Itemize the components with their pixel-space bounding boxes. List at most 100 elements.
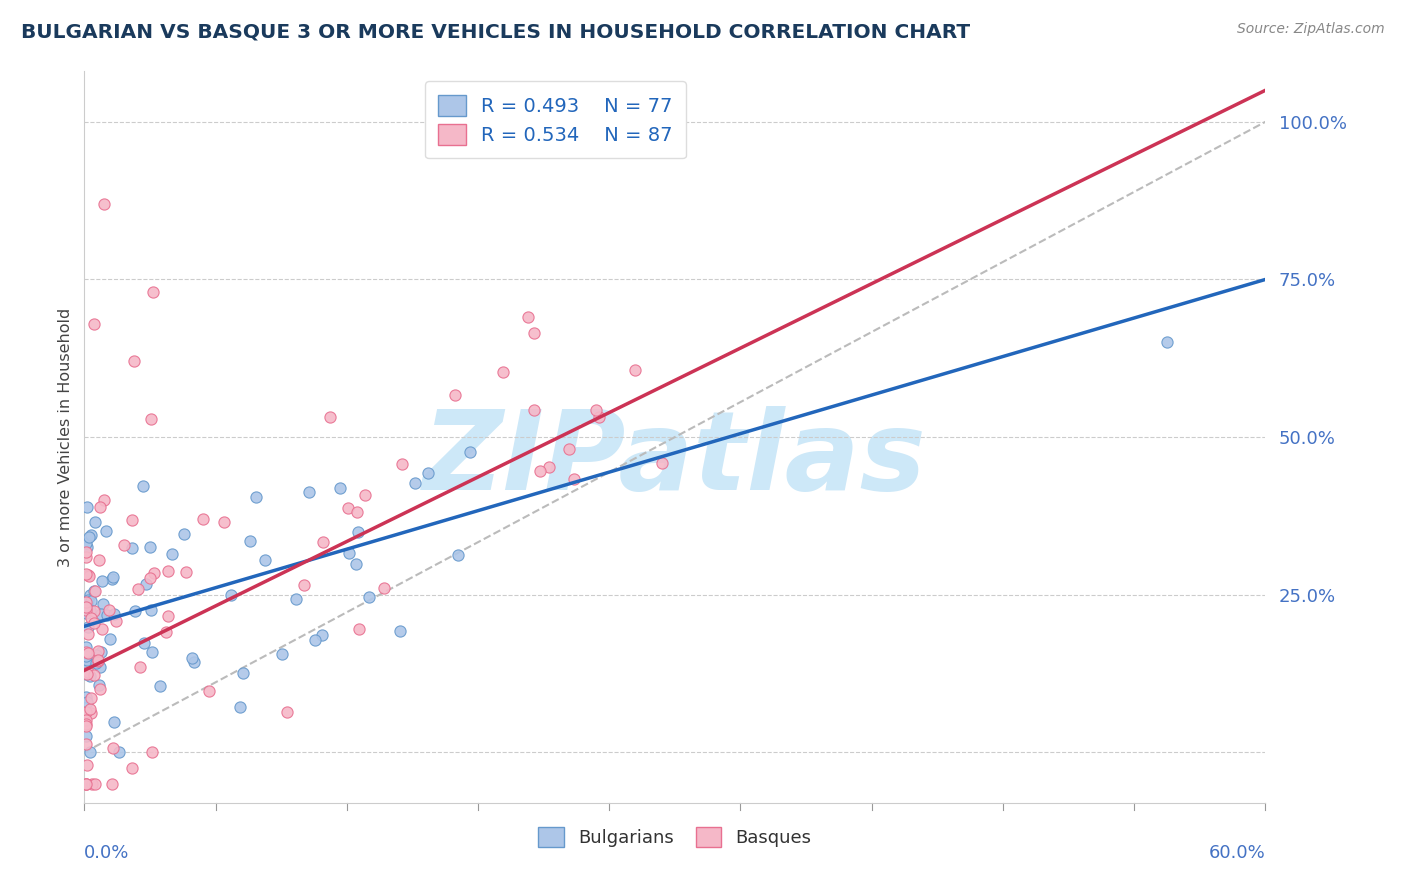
Point bbox=[79, 588, 101, 602]
Point bbox=[404, 475, 426, 490]
Point bbox=[588, 410, 610, 425]
Point bbox=[76, 695, 98, 709]
Point bbox=[76, 540, 98, 554]
Point bbox=[75, 716, 97, 731]
Point bbox=[523, 402, 546, 417]
Point bbox=[245, 490, 267, 504]
Point bbox=[96, 608, 118, 623]
Point bbox=[285, 591, 308, 606]
Legend: Bulgarians, Basques: Bulgarians, Basques bbox=[526, 814, 824, 860]
Point bbox=[492, 365, 515, 379]
Point bbox=[75, 645, 97, 659]
Point bbox=[75, 777, 97, 791]
Point bbox=[75, 640, 97, 654]
Point bbox=[108, 745, 131, 759]
Point bbox=[87, 553, 110, 567]
Point bbox=[98, 632, 121, 647]
Point bbox=[79, 706, 101, 720]
Point bbox=[122, 354, 145, 368]
Point bbox=[75, 730, 97, 744]
Point bbox=[75, 549, 97, 564]
Point bbox=[89, 500, 111, 514]
Point bbox=[87, 644, 110, 658]
Point bbox=[276, 705, 298, 719]
Point bbox=[79, 745, 101, 759]
Point bbox=[516, 310, 538, 324]
Point bbox=[347, 622, 370, 636]
Point bbox=[270, 647, 292, 661]
Point bbox=[197, 684, 219, 698]
Point bbox=[135, 576, 157, 591]
Point bbox=[537, 459, 560, 474]
Point bbox=[143, 566, 166, 581]
Point bbox=[76, 758, 98, 772]
Point bbox=[354, 488, 377, 502]
Point bbox=[83, 584, 105, 599]
Point bbox=[75, 690, 97, 704]
Text: BULGARIAN VS BASQUE 3 OR MORE VEHICLES IN HOUSEHOLD CORRELATION CHART: BULGARIAN VS BASQUE 3 OR MORE VEHICLES I… bbox=[21, 22, 970, 41]
Point bbox=[141, 645, 163, 659]
Point bbox=[141, 745, 163, 759]
Point bbox=[77, 665, 100, 679]
Point bbox=[416, 466, 439, 480]
Point bbox=[75, 536, 97, 550]
Point bbox=[90, 607, 112, 621]
Point bbox=[94, 524, 117, 539]
Point bbox=[388, 624, 411, 638]
Point bbox=[75, 719, 97, 733]
Point bbox=[75, 606, 97, 620]
Point bbox=[98, 603, 121, 617]
Point bbox=[129, 659, 152, 673]
Point bbox=[83, 615, 105, 630]
Point bbox=[83, 777, 105, 791]
Point bbox=[183, 655, 205, 669]
Point bbox=[100, 572, 122, 586]
Point bbox=[124, 604, 146, 618]
Point bbox=[174, 566, 197, 580]
Point bbox=[127, 582, 149, 596]
Point bbox=[141, 411, 163, 425]
Point bbox=[157, 564, 180, 578]
Point bbox=[142, 285, 165, 299]
Point bbox=[77, 530, 100, 544]
Point bbox=[292, 578, 315, 592]
Point bbox=[77, 620, 100, 634]
Point bbox=[239, 533, 262, 548]
Point bbox=[75, 603, 97, 617]
Point bbox=[76, 597, 98, 611]
Point bbox=[89, 659, 111, 673]
Point bbox=[76, 666, 98, 681]
Point bbox=[112, 538, 135, 552]
Point bbox=[79, 702, 101, 716]
Point bbox=[76, 567, 98, 582]
Point bbox=[76, 651, 98, 665]
Point bbox=[139, 571, 162, 585]
Point bbox=[253, 553, 276, 567]
Point bbox=[212, 515, 235, 529]
Point bbox=[304, 633, 326, 648]
Point bbox=[86, 656, 108, 670]
Point bbox=[75, 738, 97, 752]
Point bbox=[101, 570, 124, 584]
Point bbox=[90, 622, 112, 636]
Point bbox=[523, 326, 546, 340]
Point bbox=[173, 527, 195, 541]
Point bbox=[180, 651, 202, 665]
Point bbox=[83, 317, 105, 331]
Point bbox=[80, 691, 103, 706]
Point bbox=[149, 679, 172, 693]
Point bbox=[101, 741, 124, 756]
Point bbox=[75, 777, 97, 791]
Text: ZIPatlas: ZIPatlas bbox=[423, 406, 927, 513]
Point bbox=[104, 615, 127, 629]
Point bbox=[91, 597, 114, 611]
Point bbox=[79, 611, 101, 625]
Point bbox=[121, 513, 143, 527]
Point bbox=[139, 540, 162, 554]
Point bbox=[87, 654, 110, 668]
Point bbox=[651, 456, 673, 470]
Point bbox=[76, 656, 98, 670]
Text: 0.0%: 0.0% bbox=[84, 844, 129, 862]
Point bbox=[319, 409, 342, 424]
Point bbox=[76, 627, 98, 641]
